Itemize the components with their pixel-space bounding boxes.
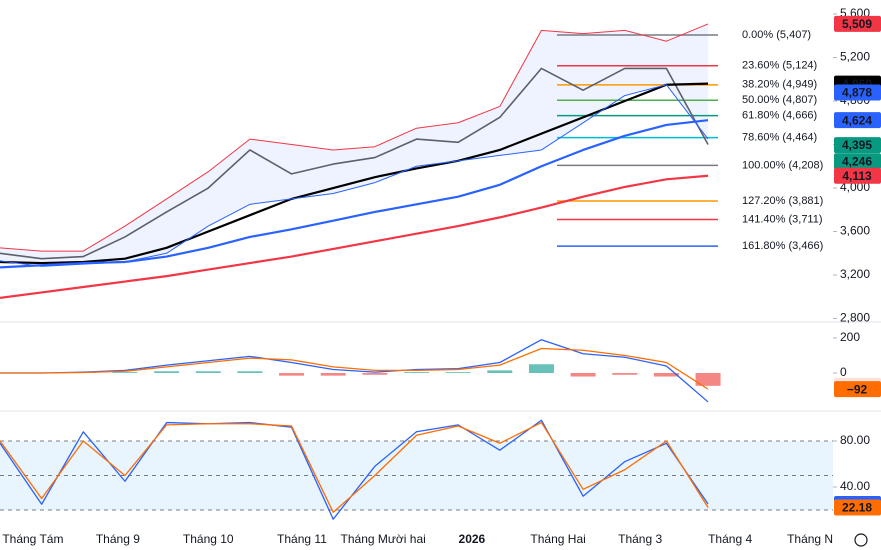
series-line: [0, 339, 709, 403]
y-tick-label: 40.00: [840, 479, 870, 493]
histogram-bar: [237, 371, 263, 374]
histogram-bar: [112, 372, 138, 374]
x-tick-label: Tháng 11: [277, 532, 327, 546]
price-badge-label: −92: [847, 382, 868, 396]
x-tick-label: Tháng Mười hai: [341, 532, 426, 546]
series-line: [0, 67, 709, 260]
price-badge: [834, 381, 881, 398]
y-tick-label: 200: [840, 330, 860, 344]
y-tick-label: 3,600: [840, 224, 870, 238]
x-tick-label: Tháng 3: [618, 532, 662, 546]
price-badge: [834, 499, 881, 516]
histogram-bar: [195, 371, 221, 374]
fib-label: 78.60% (4,464): [742, 131, 817, 143]
fib-label: 23.60% (5,124): [742, 60, 817, 72]
y-tick-label: 0: [840, 365, 847, 379]
x-tick-label: Tháng Tám: [2, 532, 63, 546]
price-badge-label: 5,509: [842, 17, 872, 31]
x-tick-label: Tháng 4: [708, 532, 752, 546]
series-line: [0, 82, 709, 265]
fib-label: 141.40% (3,711): [742, 213, 823, 225]
fib-label: 38.20% (4,949): [742, 79, 817, 91]
price-badge: [834, 137, 881, 154]
y-tick-label: 2,800: [840, 311, 870, 325]
series-line: [0, 23, 709, 252]
histogram-bar: [279, 373, 305, 376]
histogram-bar: [528, 364, 554, 374]
price-badge: [834, 15, 881, 32]
settings-icon[interactable]: [854, 533, 868, 547]
price-badge: [834, 153, 881, 170]
histogram-bar: [404, 372, 429, 374]
histogram-bar: [154, 371, 180, 374]
histogram-bar: [612, 373, 638, 375]
histogram-bar: [487, 370, 513, 374]
x-tick-label: Tháng 9: [96, 532, 140, 546]
series-line: [0, 174, 709, 299]
histogram-bar: [570, 373, 596, 377]
histogram-bar: [445, 372, 471, 374]
histogram-bar: [695, 373, 721, 386]
series-line: [0, 347, 709, 390]
series-line: [0, 84, 709, 267]
fib-label: 0.00% (5,407): [742, 29, 811, 41]
price-badge: [834, 167, 881, 184]
price-badge-label: 4,113: [842, 169, 872, 183]
price-badge: [834, 112, 881, 129]
price-badge-label: 4,395: [842, 138, 872, 152]
y-tick-label: 3,200: [840, 267, 870, 281]
price-badge-label: 4,246: [842, 154, 872, 168]
fib-label: 61.80% (4,666): [742, 110, 817, 122]
fib-label: 100.00% (4,208): [742, 159, 823, 171]
histogram-bar: [362, 373, 388, 375]
fib-label: 161.80% (3,466): [742, 240, 823, 252]
series-line: [0, 419, 709, 520]
price-badge-label: 4,624: [842, 113, 872, 127]
y-tick-label: 5,200: [840, 50, 870, 64]
series-line: [0, 421, 709, 513]
y-tick-label: 80.00: [840, 433, 870, 447]
histogram-bar: [320, 373, 346, 376]
price-badge-label: 4,878: [842, 86, 872, 100]
histogram-bar: [653, 373, 679, 377]
price-badge-label: 22.18: [842, 501, 872, 515]
x-tick-label: Tháng N: [787, 532, 833, 546]
fib-label: 50.00% (4,807): [742, 94, 817, 106]
price-badge: [834, 84, 881, 101]
x-tick-label: Tháng Hai: [530, 532, 585, 546]
x-tick-label: Tháng 10: [183, 532, 234, 546]
fib-label: 127.20% (3,881): [742, 195, 823, 207]
x-tick-label: 2026: [459, 532, 486, 546]
